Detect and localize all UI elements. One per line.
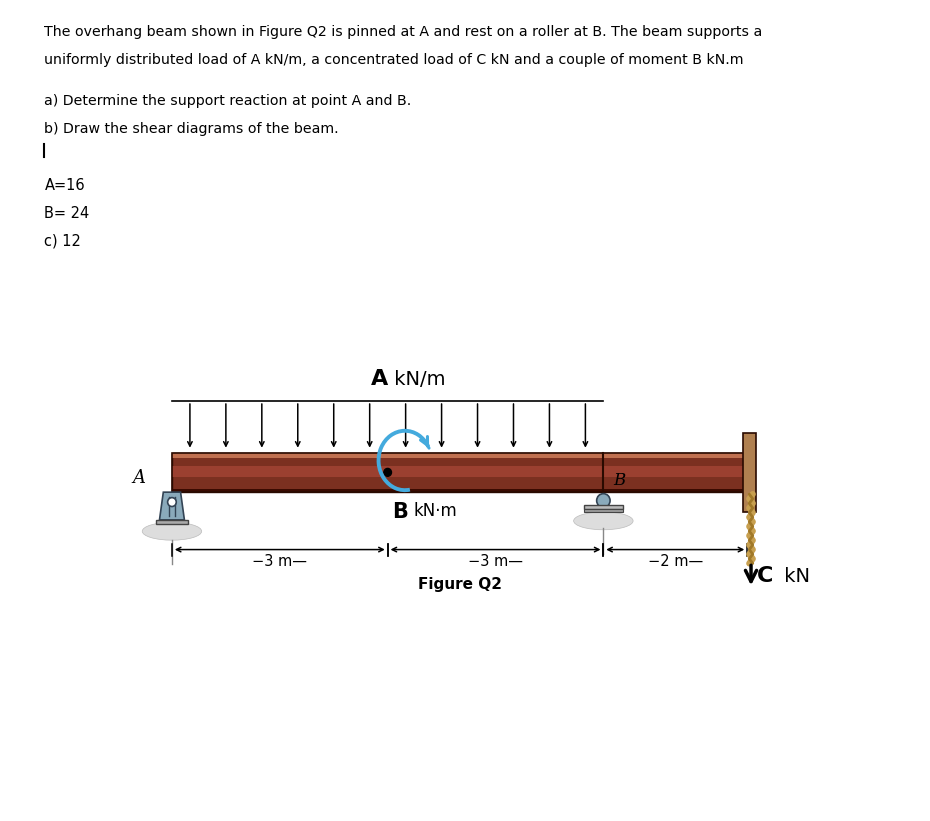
Text: The overhang beam shown in Figure Q2 is pinned at A and rest on a roller at B. T: The overhang beam shown in Figure Q2 is … bbox=[45, 25, 763, 39]
Text: A: A bbox=[370, 369, 388, 389]
Ellipse shape bbox=[574, 512, 633, 530]
Bar bbox=[172, 452, 747, 492]
Text: −3 m—: −3 m— bbox=[252, 553, 307, 568]
Text: −2 m—: −2 m— bbox=[647, 553, 703, 568]
Text: c) 12: c) 12 bbox=[45, 234, 81, 249]
Circle shape bbox=[597, 493, 610, 507]
Text: kN/m: kN/m bbox=[388, 370, 445, 389]
Text: C: C bbox=[757, 566, 773, 586]
Bar bbox=[584, 505, 622, 510]
Text: B: B bbox=[392, 502, 408, 522]
Bar bbox=[155, 520, 188, 525]
Ellipse shape bbox=[142, 522, 202, 540]
Bar bbox=[172, 452, 747, 458]
Bar bbox=[172, 466, 747, 477]
Circle shape bbox=[167, 498, 177, 507]
Text: uniformly distributed load of A kN/m, a concentrated load of C kN and a couple o: uniformly distributed load of A kN/m, a … bbox=[45, 53, 744, 67]
Text: b) Draw the shear diagrams of the beam.: b) Draw the shear diagrams of the beam. bbox=[45, 122, 339, 136]
Circle shape bbox=[384, 469, 392, 476]
Polygon shape bbox=[159, 492, 184, 520]
Bar bbox=[172, 489, 747, 492]
Text: B: B bbox=[613, 472, 625, 489]
Bar bbox=[584, 510, 622, 512]
Text: B= 24: B= 24 bbox=[45, 206, 89, 221]
Text: a) Determine the support reaction at point A and B.: a) Determine the support reaction at poi… bbox=[45, 94, 412, 108]
Text: A=16: A=16 bbox=[45, 178, 85, 194]
Text: kN: kN bbox=[777, 566, 810, 586]
Bar bbox=[743, 433, 756, 512]
Text: Figure Q2: Figure Q2 bbox=[418, 577, 501, 592]
Text: A: A bbox=[132, 470, 145, 487]
Bar bbox=[172, 452, 747, 492]
Text: −3 m—: −3 m— bbox=[468, 553, 523, 568]
Text: kN·m: kN·m bbox=[414, 502, 458, 520]
